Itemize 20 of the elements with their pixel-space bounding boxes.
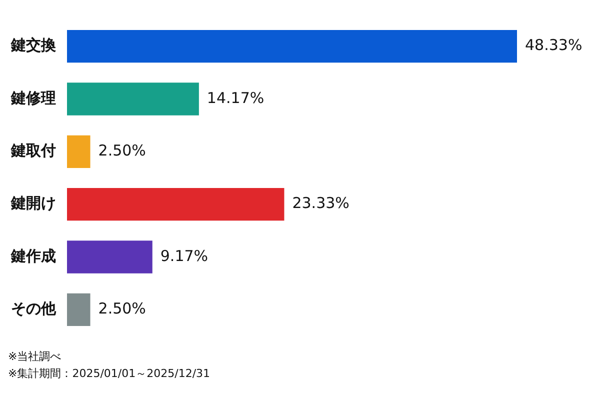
text: ※当社調べ (8, 349, 62, 365)
data-label: 2.50% (98, 142, 146, 160)
y-tick-label: 鍵開け (10, 194, 56, 212)
y-tick-label: 鍵取付 (10, 142, 56, 160)
data-label: 2.50% (98, 300, 146, 318)
data-label: 9.17% (160, 246, 208, 265)
y-tick-label: 鍵修理 (10, 88, 56, 107)
bar (67, 240, 152, 274)
data-label: 48.33% (525, 36, 582, 54)
bar (67, 30, 517, 63)
y-tick-label: 鍵交換 (10, 36, 57, 54)
data-label: 23.33% (292, 194, 350, 212)
y-tick-label: 鍵作成 (10, 246, 56, 265)
bar (67, 135, 90, 168)
data-label: 14.17% (206, 88, 264, 107)
bar (67, 293, 90, 326)
y-tick-label: その他 (11, 300, 57, 318)
bar (67, 188, 284, 221)
bar (67, 82, 199, 116)
text: ※集計期間：2025/01/01～2025/12/31 (8, 366, 212, 382)
